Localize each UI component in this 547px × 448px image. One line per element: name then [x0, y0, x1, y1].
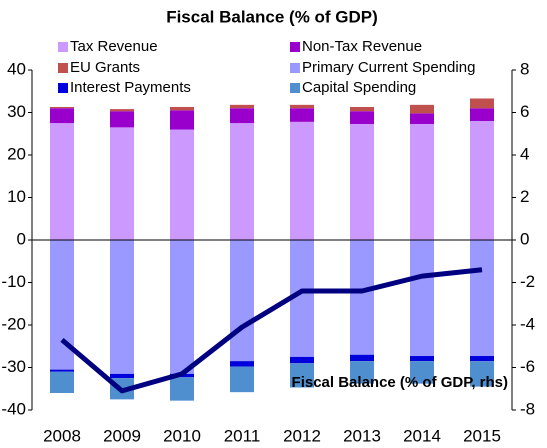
legend-label: Non-Tax Revenue: [302, 38, 422, 55]
bar: [230, 108, 254, 124]
y-tick-label: -10: [1, 272, 26, 291]
bar: [170, 129, 194, 240]
bar: [410, 104, 434, 114]
bar: [410, 123, 434, 240]
bar: [230, 366, 254, 393]
bar: [350, 123, 374, 240]
bar: [50, 123, 74, 240]
legend-label: Primary Current Spending: [302, 59, 475, 76]
legend-label: Tax Revenue: [70, 38, 158, 55]
bar: [170, 240, 194, 374]
bar: [50, 108, 74, 124]
bar: [290, 104, 314, 109]
y2-tick-label: 2: [520, 187, 529, 206]
y-tick-label: 20: [7, 144, 26, 163]
y2-tick-label: -4: [520, 314, 535, 333]
y-tick-label: 0: [17, 229, 26, 248]
bar: [470, 356, 494, 362]
bar: [110, 240, 134, 374]
bar: [110, 127, 134, 240]
y-tick-label: 30: [7, 102, 26, 121]
legend-label: EU Grants: [70, 59, 140, 76]
bar: [350, 240, 374, 355]
x-tick-label: 2010: [163, 426, 201, 445]
bar: [230, 361, 254, 367]
legend-swatch: [290, 63, 300, 73]
bar: [470, 121, 494, 240]
y2-tick-label: 0: [520, 229, 529, 248]
x-tick-label: 2009: [103, 426, 141, 445]
y2-tick-label: -6: [520, 357, 535, 376]
bar: [110, 109, 134, 112]
legend-label: Capital Spending: [302, 79, 416, 96]
bar: [410, 361, 434, 384]
y-tick-label: 40: [7, 59, 26, 78]
bar: [350, 354, 374, 362]
bar: [170, 110, 194, 130]
bar: [350, 361, 374, 384]
legend-swatch: [290, 83, 300, 93]
line: [60, 267, 483, 394]
bar: [170, 377, 194, 401]
bar: [50, 106, 74, 109]
y2-tick-label: -8: [520, 399, 535, 418]
y2-tick-label: 6: [520, 102, 529, 121]
x-tick-label: 2013: [343, 426, 381, 445]
x-tick-label: 2015: [463, 426, 501, 445]
bar: [290, 121, 314, 240]
bar: [50, 369, 74, 372]
bar: [230, 123, 254, 240]
bar: [350, 106, 374, 112]
bar: [470, 108, 494, 121]
legend-swatch: [58, 83, 68, 93]
bar: [230, 104, 254, 109]
bar: [290, 356, 314, 364]
bar: [290, 108, 314, 122]
chart-title: Fiscal Balance (% of GDP): [166, 7, 378, 26]
legend-swatch: [290, 42, 300, 52]
y2-tick-label: -2: [520, 272, 535, 291]
x-tick-label: 2011: [224, 426, 261, 445]
legend-swatch: [58, 63, 68, 73]
y-tick-label: 10: [7, 187, 26, 206]
bar: [470, 240, 494, 357]
bar: [230, 240, 254, 362]
y2-tick-label: 4: [520, 144, 529, 163]
line-label: Fiscal Balance (% of GDP, rhs): [292, 374, 508, 391]
y2-tick-label: 8: [520, 59, 529, 78]
legend-label: Interest Payments: [70, 79, 191, 96]
bar: [110, 111, 134, 128]
y-tick-label: -40: [1, 399, 26, 418]
x-tick-label: 2014: [403, 426, 441, 445]
bar: [350, 111, 374, 124]
y-tick-label: -30: [1, 357, 26, 376]
bar: [50, 371, 74, 393]
x-tick-label: 2008: [43, 426, 81, 445]
bar: [410, 113, 434, 124]
legend-swatch: [58, 42, 68, 52]
bar: [470, 98, 494, 109]
bar: [410, 356, 434, 362]
bar: [170, 106, 194, 111]
bar: [110, 373, 134, 379]
bar: [410, 240, 434, 357]
x-tick-label: 2012: [283, 426, 321, 445]
y-tick-label: -20: [1, 314, 26, 333]
bar: [290, 363, 314, 388]
bar: [470, 361, 494, 387]
